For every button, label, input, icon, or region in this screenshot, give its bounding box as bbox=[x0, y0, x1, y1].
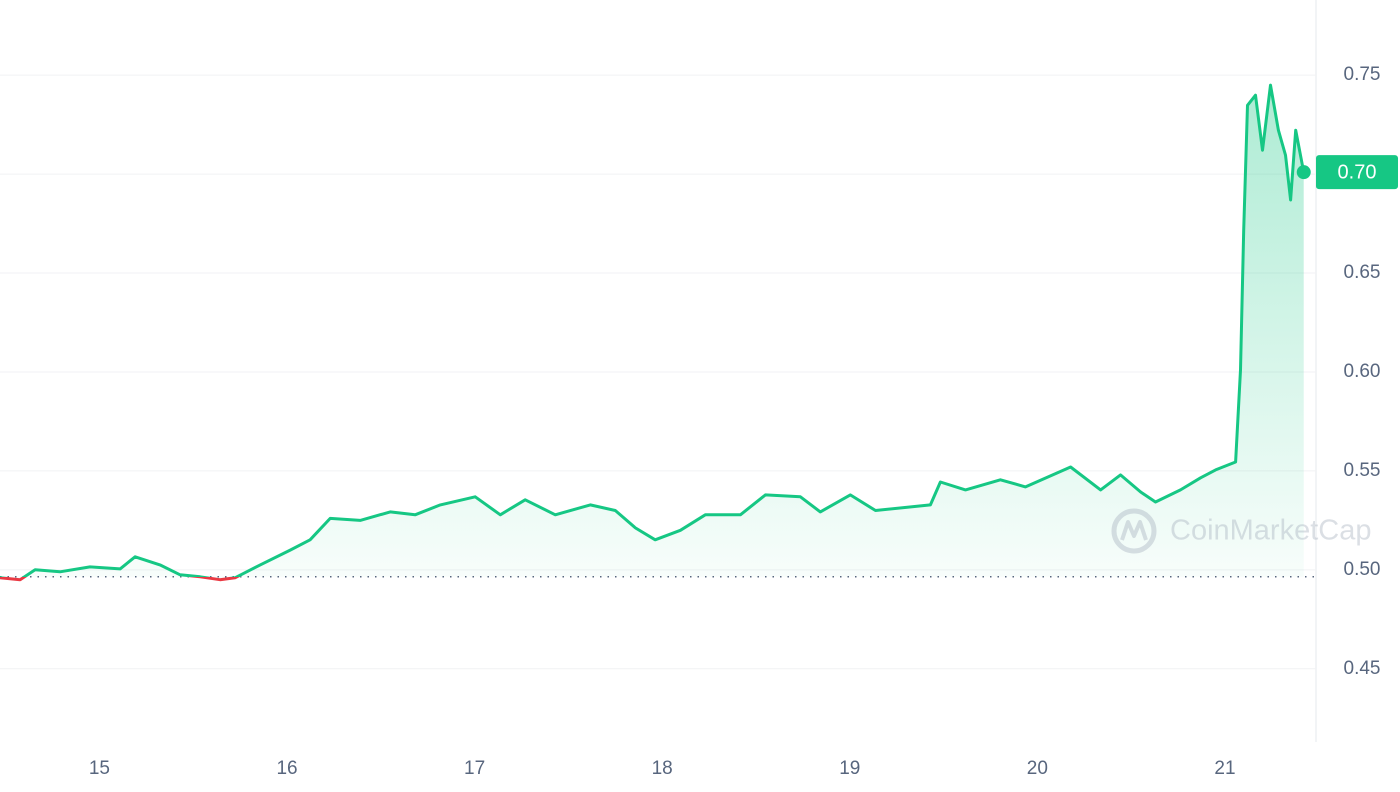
x-tick-label: 17 bbox=[464, 758, 485, 779]
price-line bbox=[0, 83, 1306, 582]
x-tick-label: 21 bbox=[1214, 758, 1235, 779]
y-tick-label: 0.60 bbox=[1344, 361, 1381, 382]
area bbox=[0, 85, 1304, 580]
x-tick-label: 15 bbox=[89, 758, 110, 779]
watermark-logo bbox=[1111, 508, 1157, 554]
x-tick-label: 19 bbox=[839, 758, 860, 779]
y-tick-label: 0.75 bbox=[1344, 64, 1381, 85]
watermark-logo-mark bbox=[1120, 520, 1148, 541]
watermark: CoinMarketCap bbox=[1111, 508, 1371, 554]
y-tick-label: 0.50 bbox=[1344, 559, 1381, 580]
x-tick-label: 16 bbox=[276, 758, 297, 779]
watermark-text: CoinMarketCap bbox=[1170, 515, 1371, 547]
y-tick-label: 0.65 bbox=[1344, 262, 1381, 283]
last-point bbox=[1296, 165, 1311, 180]
x-tick-label: 18 bbox=[652, 758, 673, 779]
y-tick-label: 0.45 bbox=[1344, 658, 1381, 679]
price-tag bbox=[1316, 155, 1398, 190]
x-tick-label: 20 bbox=[1027, 758, 1048, 779]
y-tick-label: 0.55 bbox=[1344, 460, 1381, 481]
price-tag-label: 0.70 bbox=[1338, 161, 1377, 183]
